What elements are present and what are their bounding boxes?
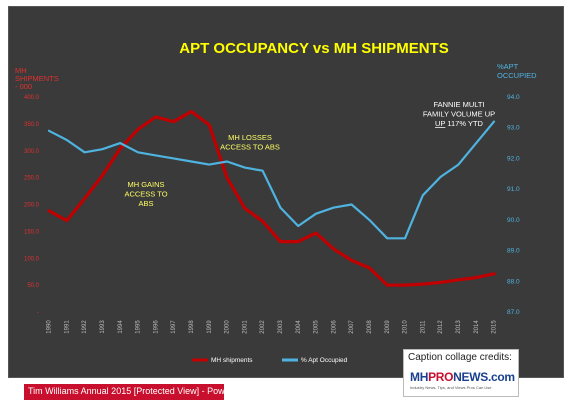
left-tick-label: 50.0: [27, 283, 39, 289]
x-tick-label: 2005: [314, 320, 320, 334]
left-tick-label: 150.0: [24, 229, 40, 235]
left-tick-label: 250.0: [24, 176, 40, 182]
left-tick-label: 400.0: [24, 95, 40, 101]
x-tick-label: 2008: [367, 320, 373, 334]
x-tick-label: 2009: [385, 320, 391, 334]
x-tick-label: 1998: [189, 320, 195, 334]
right-tick-label: 90.0: [507, 217, 520, 224]
x-tick-label: 1993: [100, 320, 106, 334]
right-tick-label: 89.0: [507, 248, 520, 255]
left-axis-ticks: - 50.0 100.0 150.0 200.0 250.0 300.0 350.0 400.0: [24, 95, 40, 316]
series-line-apt-occupied: [47, 120, 496, 240]
powerpoint-taskbar-item[interactable]: Tim Williams Annual 2015 [Protected View…: [24, 384, 253, 400]
x-tick-label: 2011: [420, 320, 426, 334]
annotation-3: FANNIE MULTI FAMILY VOLUME UP UP 117% YTD: [423, 100, 495, 128]
x-tick-label: 2004: [296, 320, 302, 334]
caption-collage-box: Caption collage credits: MHPRONEWS.com I…: [403, 349, 519, 397]
x-tick-label: 2007: [349, 320, 355, 334]
x-tick-label: 2012: [438, 320, 444, 334]
x-tick-label: 2002: [260, 320, 266, 334]
x-tick-label: 2010: [403, 320, 409, 334]
x-tick-label: 2003: [278, 320, 284, 334]
legend-label: % Apt Occupied: [301, 357, 348, 364]
left-axis-label: MH SHIPMENTS - 000: [15, 66, 59, 91]
annotations: MH GAINS ACCESS TO ABS MH LOSSES ACCESS TO A…: [124, 100, 495, 208]
x-tick-label: 1996: [153, 320, 159, 334]
chart-slide: APT OCCUPANCY vs MH SHIPMENTS MH SHIPMENT…: [8, 6, 564, 397]
x-tick-label: 1992: [82, 320, 88, 334]
x-tick-label: 2001: [242, 320, 248, 334]
x-tick-label: 2013: [456, 320, 462, 334]
x-tick-label: 1990: [47, 320, 53, 334]
annotation-2: MH LOSSES ACCESS TO ABS: [220, 133, 280, 152]
x-tick-label: 2000: [225, 320, 231, 334]
x-tick-label: 2014: [474, 320, 480, 334]
x-tick-label: 1991: [64, 320, 70, 334]
x-tick-label: 1999: [207, 320, 213, 334]
right-tick-label: 93.0: [507, 125, 520, 132]
x-tick-label: 1997: [171, 320, 177, 334]
right-tick-label: 92.0: [507, 155, 520, 162]
left-tick-label: 100.0: [24, 256, 40, 262]
series-layer: [47, 109, 496, 287]
mhpronews-logo: MHPRONEWS.com: [410, 370, 515, 384]
x-tick-label: 1995: [136, 320, 142, 334]
logo-tagline: Industry News, Tips, and Views Pros Can …: [410, 385, 492, 390]
right-axis-label: %APT OCCUPIED: [497, 62, 537, 80]
annotation-1: MH GAINS ACCESS TO ABS: [124, 180, 167, 208]
chart: APT OCCUPANCY vs MH SHIPMENTS MH SHIPMENT…: [15, 40, 537, 364]
left-tick-label: 200.0: [24, 203, 40, 209]
x-tick-label: 1994: [118, 320, 124, 334]
legend: MH shipments % Apt Occupied: [192, 357, 348, 364]
chart-title: APT OCCUPANCY vs MH SHIPMENTS: [179, 40, 448, 57]
x-tick-label: 2015: [492, 320, 498, 334]
taskbar-label: Tim Williams Annual 2015 [Protected View…: [28, 386, 254, 396]
x-tick-label: 2006: [331, 320, 337, 334]
legend-label: MH shipments: [211, 357, 253, 364]
right-tick-label: 91.0: [507, 186, 520, 193]
right-tick-label: 87.0: [507, 309, 520, 316]
x-axis-ticks: 1990 1991 1992 1993 1994 1995 1996 1997 1998 1999…: [47, 320, 498, 334]
left-tick-label: 300.0: [24, 149, 40, 155]
right-axis-ticks: 87.0 88.0 89.0 90.0 91.0 92.0 93.0 94.0: [507, 94, 520, 316]
right-tick-label: 88.0: [507, 278, 520, 285]
left-tick-label: 350.0: [24, 122, 40, 128]
left-tick-label: -: [37, 310, 39, 316]
caption-title: Caption collage credits:: [408, 352, 512, 363]
right-tick-label: 94.0: [507, 94, 520, 101]
